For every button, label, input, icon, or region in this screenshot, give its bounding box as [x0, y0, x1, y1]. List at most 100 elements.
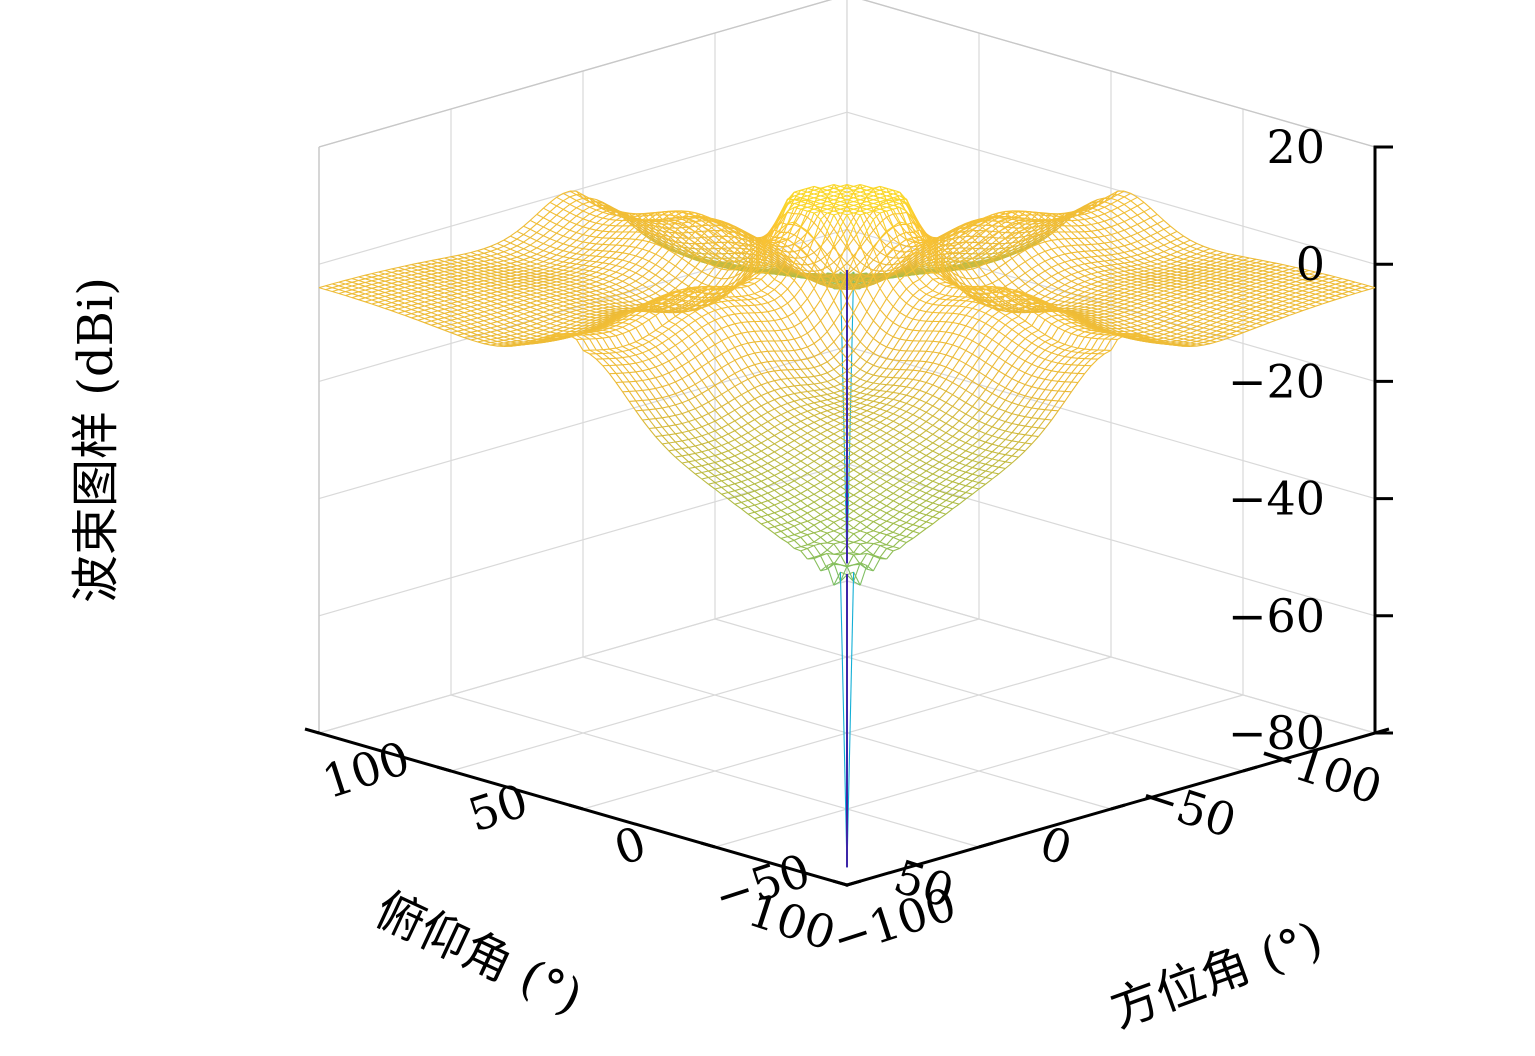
- surface-mesh-line: [688, 227, 696, 233]
- surface-mesh-line: [1183, 248, 1191, 253]
- surface-mesh-line: [503, 239, 511, 244]
- surface-mesh-line: [1130, 256, 1138, 261]
- surface-mesh-line: [1097, 270, 1105, 273]
- surface-mesh-line: [556, 192, 564, 198]
- surface-mesh-line: [1071, 258, 1079, 261]
- surface-mesh-line: [853, 217, 861, 230]
- surface-mesh-line: [569, 190, 577, 196]
- wall-grid-line: [846, 111, 1376, 265]
- surface-mesh-line: [1084, 273, 1092, 277]
- surface-mesh-line: [1097, 197, 1105, 203]
- surface-mesh-line: [602, 217, 610, 220]
- surface-mesh-line: [1196, 255, 1204, 259]
- surface-mesh-line: [1137, 211, 1145, 216]
- surface-mesh-line: [510, 258, 518, 263]
- surface-mesh-line: [1143, 258, 1151, 263]
- surface-mesh-line: [1117, 194, 1125, 198]
- surface-mesh-line: [556, 264, 564, 267]
- surface-mesh-line: [1011, 211, 1019, 213]
- surface-mesh-line: [549, 232, 557, 240]
- surface-mesh-line: [833, 217, 841, 230]
- surface-mesh-line: [787, 231, 795, 236]
- surface-mesh-line: [595, 243, 604, 251]
- surface-mesh-line: [562, 203, 571, 210]
- surface-mesh-line: [1038, 264, 1046, 272]
- surface-mesh-line: [1097, 204, 1105, 208]
- surface-mesh-line: [1084, 269, 1092, 275]
- surface-mesh-line: [562, 208, 571, 214]
- surface-mesh-line: [503, 260, 511, 264]
- surface-mesh-line: [556, 248, 564, 252]
- surface-mesh-line: [655, 229, 663, 236]
- surface-mesh-line: [569, 262, 577, 265]
- surface-mesh-line: [1143, 226, 1151, 231]
- surface-mesh-line: [661, 261, 670, 270]
- surface-mesh-line: [1090, 243, 1099, 251]
- surface-mesh-line: [1150, 253, 1158, 258]
- surface-mesh-line: [1137, 248, 1145, 254]
- surface-mesh-line: [1077, 215, 1085, 220]
- surface-mesh-line: [1143, 262, 1151, 267]
- surface-mesh-line: [1084, 218, 1092, 225]
- surface-mesh-line: [1044, 248, 1052, 252]
- surface-mesh-line: [1216, 251, 1224, 256]
- surface-mesh-line: [596, 266, 603, 269]
- surface-mesh-line: [1130, 196, 1138, 202]
- surface-mesh-line: [529, 232, 538, 239]
- surface-mesh-line: [503, 248, 511, 253]
- surface-mesh-line: [1209, 248, 1217, 252]
- surface-mesh-line: [1051, 232, 1059, 240]
- surface-mesh-line: [596, 236, 603, 239]
- surface-mesh-line: [569, 232, 577, 239]
- surface-mesh-line: [1137, 220, 1145, 225]
- surface-mesh-line: [543, 261, 551, 264]
- surface-mesh-line: [1183, 239, 1191, 244]
- surface-mesh-line: [483, 248, 491, 252]
- surface-mesh-line: [642, 266, 650, 272]
- surface-mesh-line: [1203, 255, 1211, 258]
- surface-mesh-line: [1005, 246, 1013, 253]
- surface-mesh-line: [1071, 252, 1079, 260]
- surface-mesh-line: [1150, 217, 1158, 225]
- surface-mesh-line: [1051, 238, 1059, 241]
- surface-mesh-line: [1104, 265, 1112, 271]
- surface-mesh-line: [648, 260, 656, 266]
- surface-mesh-line: [549, 258, 557, 261]
- surface-mesh-line: [1130, 235, 1138, 242]
- surface-mesh-line: [1011, 237, 1019, 244]
- surface-mesh-line: [609, 219, 617, 226]
- surface-mesh-line: [549, 229, 557, 234]
- surface-mesh-line: [596, 249, 603, 252]
- surface-mesh-line: [1156, 232, 1165, 239]
- surface-mesh-line: [688, 247, 696, 250]
- surface-mesh-line: [1137, 205, 1145, 213]
- surface-mesh-line: [602, 263, 610, 269]
- surface-mesh-line: [1150, 235, 1158, 242]
- surface-mesh-line: [701, 237, 709, 244]
- surface-mesh-line: [622, 238, 630, 246]
- surface-mesh-line: [602, 223, 610, 226]
- surface-mesh-line: [1090, 217, 1099, 224]
- surface-mesh-line: [523, 237, 531, 243]
- surface-mesh-line: [622, 231, 630, 239]
- surface-mesh-line: [1084, 217, 1092, 220]
- surface-mesh-line: [1071, 231, 1079, 239]
- surface-mesh-line: [556, 232, 564, 237]
- surface-mesh-line: [596, 209, 603, 213]
- surface-mesh-line: [523, 248, 531, 253]
- surface-mesh-line: [1209, 254, 1217, 258]
- surface-mesh-line: [1170, 254, 1178, 258]
- surface-mesh-line: [582, 213, 590, 220]
- surface-mesh-line: [642, 248, 650, 252]
- surface-mesh-line: [1150, 226, 1158, 234]
- surface-mesh-line: [543, 255, 551, 260]
- surface-mesh-line: [556, 235, 564, 242]
- surface-mesh-line: [569, 196, 577, 201]
- surface-mesh-line: [1057, 231, 1066, 240]
- surface-mesh-line: [1097, 220, 1105, 224]
- surface-mesh-line: [523, 261, 531, 265]
- surface-mesh-line: [602, 211, 610, 215]
- surface-mesh-line: [1130, 243, 1138, 250]
- surface-mesh-line: [1183, 256, 1191, 260]
- surface-mesh-line: [985, 225, 993, 231]
